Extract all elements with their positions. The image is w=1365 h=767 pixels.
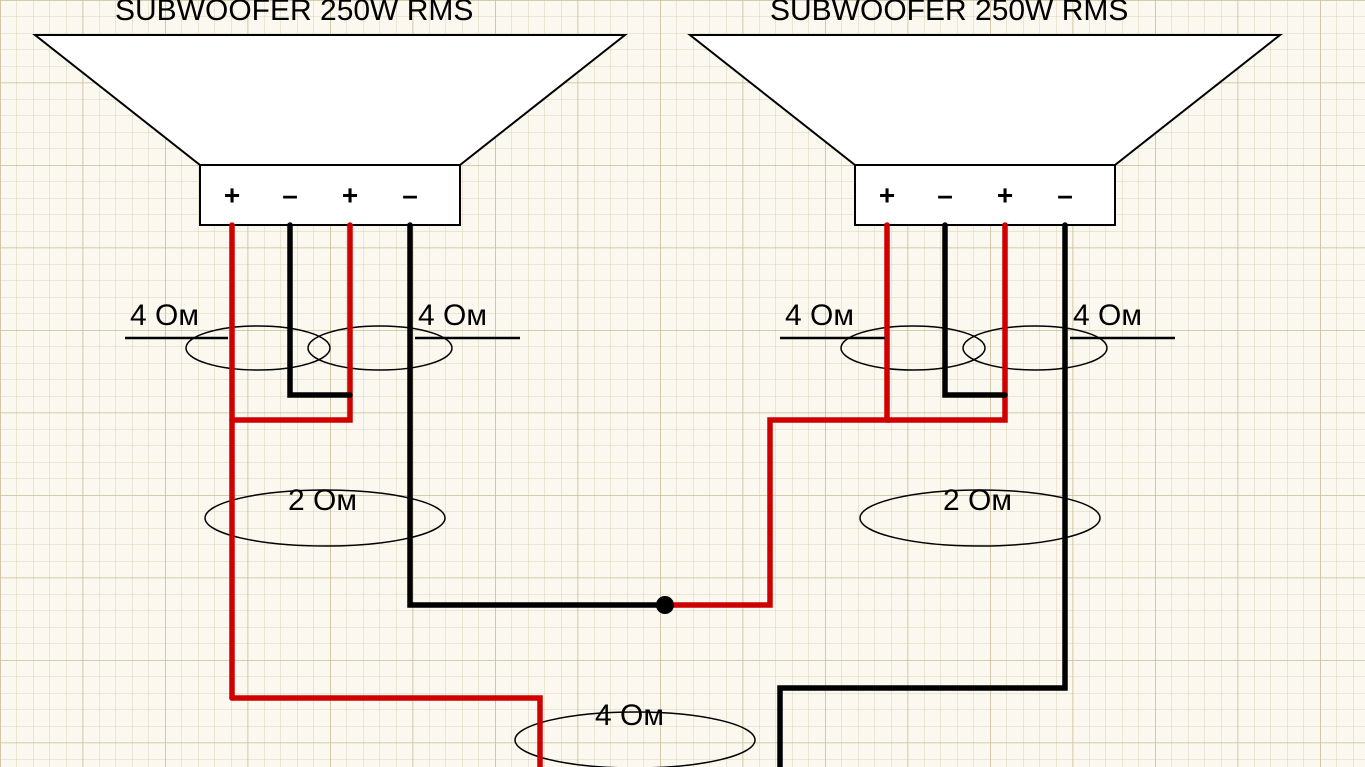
ohm-label-twoLeft: 2 Ом	[288, 484, 357, 517]
polarity-right-0: +	[879, 179, 895, 210]
polarity-left-0: +	[224, 179, 240, 210]
subwoofer-title-right: SUBWOOFER 250W RMS	[770, 0, 1128, 27]
wiring-diagram: SUBWOOFER 250W RMS SUBWOOFER 250W RMS + – + –…	[0, 0, 1365, 767]
polarity-left-2: +	[342, 179, 358, 210]
ohm-label-fourTopRightA: 4 Ом	[785, 299, 854, 332]
polarity-right-3: –	[1057, 179, 1073, 210]
ohm-label-fourBottom: 4 Ом	[595, 699, 664, 732]
ohm-label-fourTopLeftB: 4 Ом	[418, 299, 487, 332]
polarity-right-1: –	[937, 179, 953, 210]
polarity-right-2: +	[997, 179, 1013, 210]
ohm-label-fourTopRightB: 4 Ом	[1073, 299, 1142, 332]
polarity-left-1: –	[282, 179, 298, 210]
ohm-label-fourTopLeftA: 4 Ом	[130, 299, 199, 332]
subwoofer-title-left: SUBWOOFER 250W RMS	[115, 0, 473, 27]
polarity-left-3: –	[402, 179, 418, 210]
junction-node	[656, 596, 674, 614]
ohm-label-twoRight: 2 Ом	[943, 484, 1012, 517]
